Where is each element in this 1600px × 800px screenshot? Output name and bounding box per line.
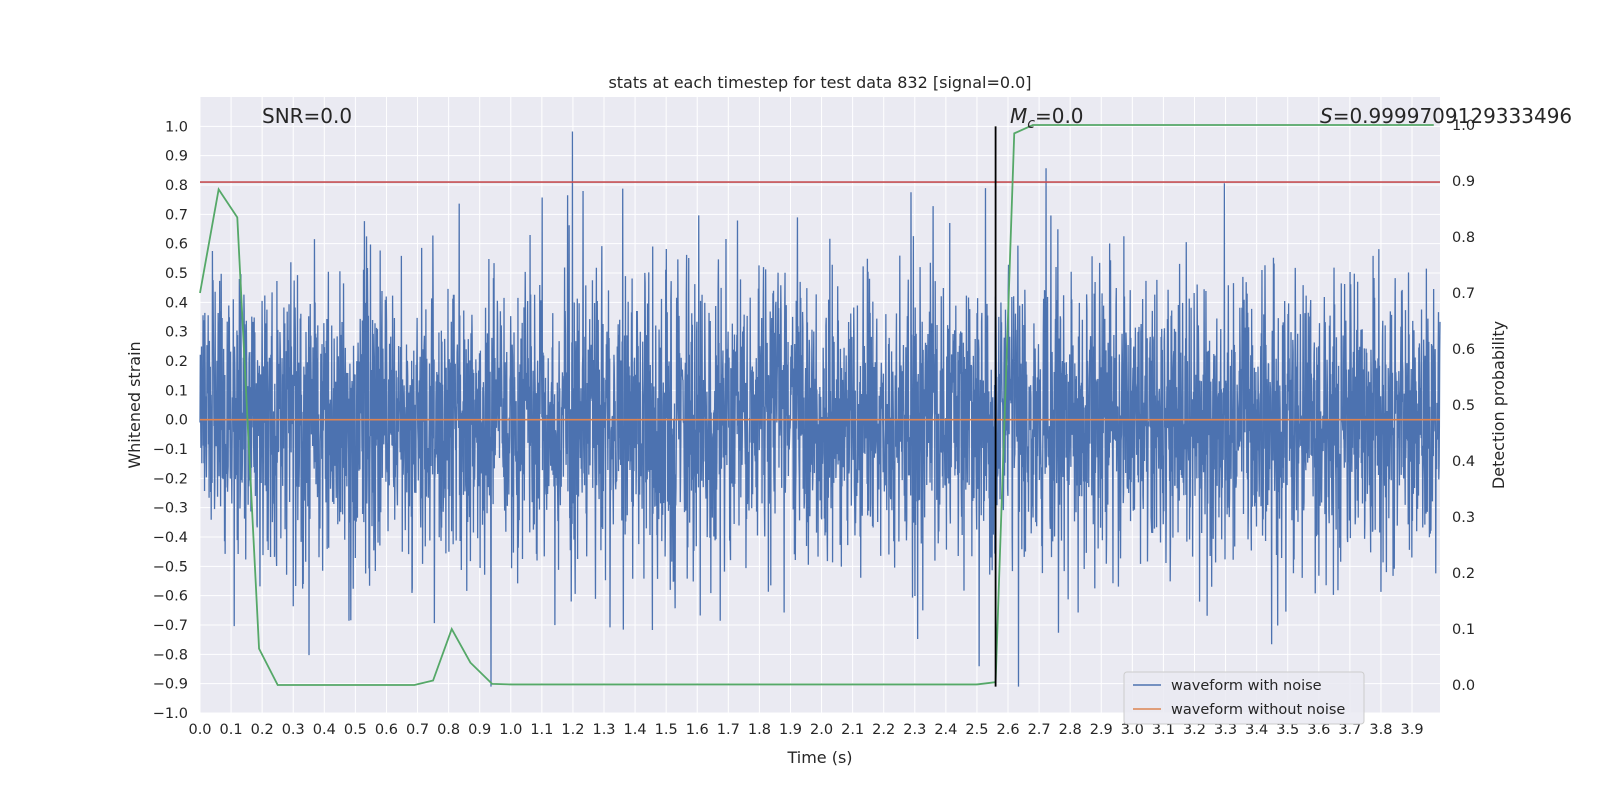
y-axis-label: Whitened strain bbox=[125, 341, 144, 468]
y-tick-label: 0.5 bbox=[165, 266, 188, 282]
x-tick-label: 2.4 bbox=[934, 722, 957, 738]
x-axis-label: Time (s) bbox=[786, 748, 852, 767]
noise-waveform-line bbox=[199, 131, 1441, 687]
x-tick-label: 0.7 bbox=[406, 722, 429, 738]
x-tick-label: 0.0 bbox=[188, 722, 211, 738]
y-tick-label: −0.9 bbox=[153, 677, 188, 693]
x-tick-label: 3.7 bbox=[1338, 722, 1361, 738]
y-right-axis-label: Detection probability bbox=[1489, 321, 1508, 489]
x-tick-label: 1.0 bbox=[499, 722, 522, 738]
y-tick-labels: −1.0 −0.9 −0.8 −0.7 −0.6 −0.5 −0.4 −0.3 −0.2 −0.1… bbox=[153, 119, 188, 722]
x-tick-label: 2.2 bbox=[872, 722, 895, 738]
x-tick-label: 0.8 bbox=[437, 722, 460, 738]
x-tick-label: 0.3 bbox=[282, 722, 305, 738]
y-tick-label: 0.4 bbox=[165, 295, 188, 311]
x-tick-label: 3.9 bbox=[1400, 722, 1423, 738]
x-tick-label: 1.3 bbox=[592, 722, 615, 738]
chirp-mass-value: =0.0 bbox=[1035, 104, 1084, 128]
y-tick-label: −0.1 bbox=[153, 442, 188, 458]
x-tick-label: 0.5 bbox=[344, 722, 367, 738]
x-tick-label: 1.7 bbox=[717, 722, 740, 738]
chirp-mass-subscript: c bbox=[1027, 116, 1035, 132]
x-tick-label: 0.2 bbox=[251, 722, 274, 738]
y-tick-label: 1.0 bbox=[165, 119, 188, 135]
y-right-tick-label: 0.4 bbox=[1452, 454, 1475, 470]
x-tick-label: 3.8 bbox=[1369, 722, 1392, 738]
y-right-tick-label: 0.0 bbox=[1452, 678, 1475, 694]
x-tick-label: 1.6 bbox=[686, 722, 709, 738]
legend-label-clean: waveform without noise bbox=[1171, 702, 1345, 718]
chirp-mass-symbol: M bbox=[1010, 104, 1027, 128]
x-tick-label: 2.3 bbox=[903, 722, 926, 738]
x-tick-label: 0.1 bbox=[220, 722, 243, 738]
x-tick-label: 0.9 bbox=[468, 722, 491, 738]
y-right-tick-label: 0.3 bbox=[1452, 510, 1475, 526]
x-tick-label: 2.0 bbox=[810, 722, 833, 738]
y-right-tick-label: 0.5 bbox=[1452, 398, 1475, 414]
snr-annotation: SNR=0.0 bbox=[262, 104, 352, 128]
x-tick-label: 1.4 bbox=[624, 722, 647, 738]
x-tick-label: 2.8 bbox=[1059, 722, 1082, 738]
y-tick-label: −0.7 bbox=[153, 618, 188, 634]
x-tick-label: 0.4 bbox=[313, 722, 336, 738]
x-tick-label: 3.5 bbox=[1276, 722, 1299, 738]
y-right-tick-label: 1.0 bbox=[1452, 118, 1475, 134]
x-tick-label: 1.5 bbox=[655, 722, 678, 738]
y-right-tick-label: 0.6 bbox=[1452, 342, 1475, 358]
y-tick-label: −1.0 bbox=[153, 706, 188, 722]
x-tick-label: 3.2 bbox=[1183, 722, 1206, 738]
x-tick-label: 1.8 bbox=[748, 722, 771, 738]
y-tick-label: −0.6 bbox=[153, 589, 188, 605]
x-tick-label: 3.0 bbox=[1121, 722, 1144, 738]
y-right-tick-label: 0.2 bbox=[1452, 566, 1475, 582]
y-tick-label: 0.0 bbox=[165, 413, 188, 429]
x-tick-label: 2.5 bbox=[965, 722, 988, 738]
y-tick-label: 0.2 bbox=[165, 354, 188, 370]
x-tick-label: 3.6 bbox=[1307, 722, 1330, 738]
y-tick-label: 0.8 bbox=[165, 178, 188, 194]
x-tick-label: 2.7 bbox=[1028, 722, 1051, 738]
x-tick-label: 2.1 bbox=[841, 722, 864, 738]
y-tick-label: −0.5 bbox=[153, 559, 188, 575]
legend-label-noise: waveform with noise bbox=[1171, 678, 1322, 694]
score-symbol: S bbox=[1320, 104, 1333, 128]
y-tick-label: 0.7 bbox=[165, 207, 188, 223]
y-right-tick-label: 0.8 bbox=[1452, 230, 1475, 246]
chart-title: stats at each timestep for test data 832… bbox=[608, 73, 1031, 92]
y-tick-label: 0.1 bbox=[165, 383, 188, 399]
legend-box bbox=[1123, 671, 1365, 725]
x-tick-label: 3.4 bbox=[1245, 722, 1268, 738]
detection-probability-line bbox=[199, 124, 1434, 686]
x-tick-labels: 0.0 0.1 0.2 0.3 0.4 0.5 0.6 0.7 0.8 0.9 1.0 1.1 1.2 1… bbox=[188, 722, 1423, 738]
x-tick-label: 1.9 bbox=[779, 722, 802, 738]
x-tick-label: 0.6 bbox=[375, 722, 398, 738]
score-value: =0.9999709129333496 bbox=[1333, 104, 1572, 128]
overlay-lines bbox=[199, 124, 1440, 687]
y-right-tick-label: 0.1 bbox=[1452, 622, 1475, 638]
y-right-tick-labels: 0.0 0.1 0.2 0.3 0.4 0.5 0.6 0.7 0.8 0.9 1.0 bbox=[1452, 118, 1475, 694]
chirp-mass-annotation: Mc=0.0 bbox=[1010, 104, 1084, 132]
legend: waveform with noise waveform without noi… bbox=[1123, 671, 1365, 725]
x-tick-label: 3.1 bbox=[1152, 722, 1175, 738]
x-tick-label: 1.1 bbox=[530, 722, 553, 738]
x-tick-label: 2.9 bbox=[1090, 722, 1113, 738]
y-tick-label: 0.9 bbox=[165, 149, 188, 165]
y-tick-label: −0.2 bbox=[153, 471, 188, 487]
y-right-tick-label: 0.9 bbox=[1452, 174, 1475, 190]
y-tick-label: −0.4 bbox=[153, 530, 188, 546]
y-tick-label: 0.6 bbox=[165, 237, 188, 253]
x-tick-label: 2.6 bbox=[996, 722, 1019, 738]
x-tick-label: 1.2 bbox=[561, 722, 584, 738]
y-tick-label: 0.3 bbox=[165, 325, 188, 341]
waveform-with-noise-series bbox=[199, 131, 1441, 687]
y-tick-label: −0.8 bbox=[153, 647, 188, 663]
y-right-tick-label: 0.7 bbox=[1452, 286, 1475, 302]
y-tick-label: −0.3 bbox=[153, 501, 188, 517]
score-annotation: S=0.9999709129333496 bbox=[1320, 104, 1572, 128]
x-tick-label: 3.3 bbox=[1214, 722, 1237, 738]
